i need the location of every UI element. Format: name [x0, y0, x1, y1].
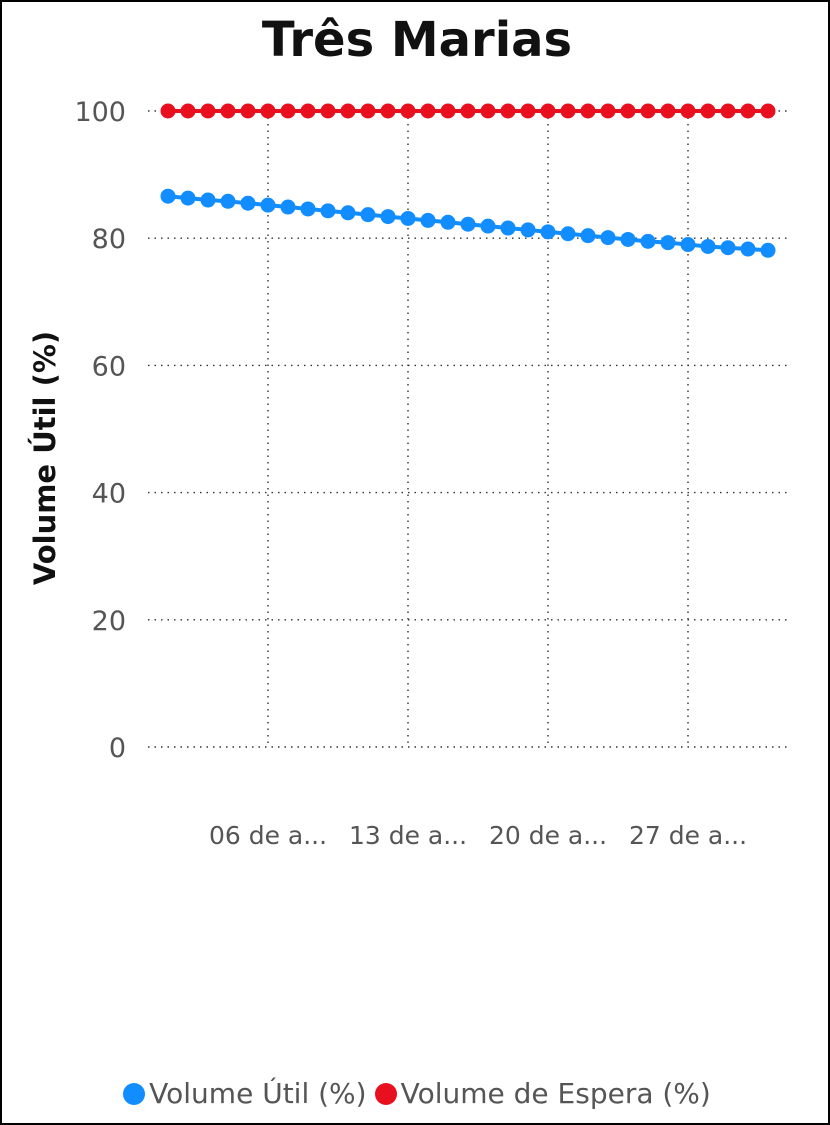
data-point — [700, 103, 716, 119]
data-point — [180, 190, 196, 206]
x-tick-label: 13 de a... — [349, 821, 467, 850]
y-tick-labels: 0 20 40 60 80 100 — [74, 97, 126, 764]
data-point — [400, 210, 416, 226]
data-point — [200, 192, 216, 208]
data-point — [640, 103, 656, 119]
data-point — [300, 201, 316, 217]
data-point — [520, 103, 536, 119]
data-point — [220, 193, 236, 209]
data-point — [360, 103, 376, 119]
data-point — [360, 207, 376, 223]
data-point — [200, 103, 216, 119]
x-tick-labels: 06 de a... 13 de a... 20 de a... 27 de a... — [209, 821, 747, 850]
data-point — [320, 203, 336, 219]
legend: Volume Útil (%) Volume de Espera (%) — [2, 1077, 828, 1110]
data-point — [340, 205, 356, 221]
data-point — [180, 103, 196, 119]
data-point — [380, 103, 396, 119]
y-tick-label: 80 — [92, 224, 126, 255]
series-1 — [160, 103, 776, 119]
data-point — [460, 103, 476, 119]
data-point — [540, 103, 556, 119]
data-point — [500, 220, 516, 236]
data-point — [600, 103, 616, 119]
data-point — [440, 214, 456, 230]
data-point — [600, 230, 616, 246]
data-point — [700, 238, 716, 254]
data-point — [720, 240, 736, 256]
data-point — [160, 103, 176, 119]
data-point — [680, 103, 696, 119]
x-tick-label: 06 de a... — [209, 821, 327, 850]
data-point — [440, 103, 456, 119]
y-tick-label: 60 — [92, 351, 126, 382]
data-point — [560, 103, 576, 119]
data-point — [240, 103, 256, 119]
data-point — [540, 224, 556, 240]
data-point — [300, 103, 316, 119]
y-tick-label: 100 — [74, 97, 126, 128]
y-axis-label: Volume Útil (%) — [28, 331, 62, 585]
data-point — [220, 103, 236, 119]
data-point — [260, 103, 276, 119]
data-point — [280, 103, 296, 119]
data-point — [420, 212, 436, 228]
data-point — [420, 103, 436, 119]
data-point — [620, 231, 636, 247]
data-point — [580, 228, 596, 244]
data-point — [720, 103, 736, 119]
y-tick-label: 20 — [92, 606, 126, 637]
data-point — [280, 199, 296, 215]
data-point — [400, 103, 416, 119]
data-point — [640, 233, 656, 249]
data-point — [340, 103, 356, 119]
x-tick-label: 20 de a... — [489, 821, 607, 850]
data-point — [500, 103, 516, 119]
data-point — [660, 103, 676, 119]
legend-label: Volume de Espera (%) — [400, 1077, 711, 1110]
legend-marker — [123, 1082, 146, 1105]
data-point — [480, 218, 496, 234]
data-point — [320, 103, 336, 119]
data-point — [520, 222, 536, 238]
series-0 — [160, 188, 776, 258]
data-point — [740, 103, 756, 119]
data-point — [760, 242, 776, 258]
data-point — [660, 235, 676, 251]
data-point — [460, 216, 476, 232]
data-point — [580, 103, 596, 119]
data-point — [740, 241, 756, 257]
x-tick-label: 27 de a... — [629, 821, 747, 850]
y-tick-label: 40 — [92, 479, 126, 510]
chart-title: Três Marias — [261, 12, 573, 68]
legend-label: Volume Útil (%) — [149, 1077, 367, 1110]
legend-marker — [374, 1082, 397, 1105]
data-point — [620, 103, 636, 119]
data-point — [680, 237, 696, 253]
data-point — [160, 188, 176, 204]
data-point — [760, 103, 776, 119]
series-layer — [160, 103, 776, 258]
y-tick-label: 0 — [109, 733, 126, 764]
data-point — [560, 226, 576, 242]
data-point — [380, 209, 396, 225]
legend-item[interactable]: Volume Útil (%) — [123, 1077, 367, 1110]
data-point — [240, 195, 256, 211]
data-point — [260, 197, 276, 213]
legend-item[interactable]: Volume de Espera (%) — [374, 1077, 711, 1110]
data-point — [480, 103, 496, 119]
